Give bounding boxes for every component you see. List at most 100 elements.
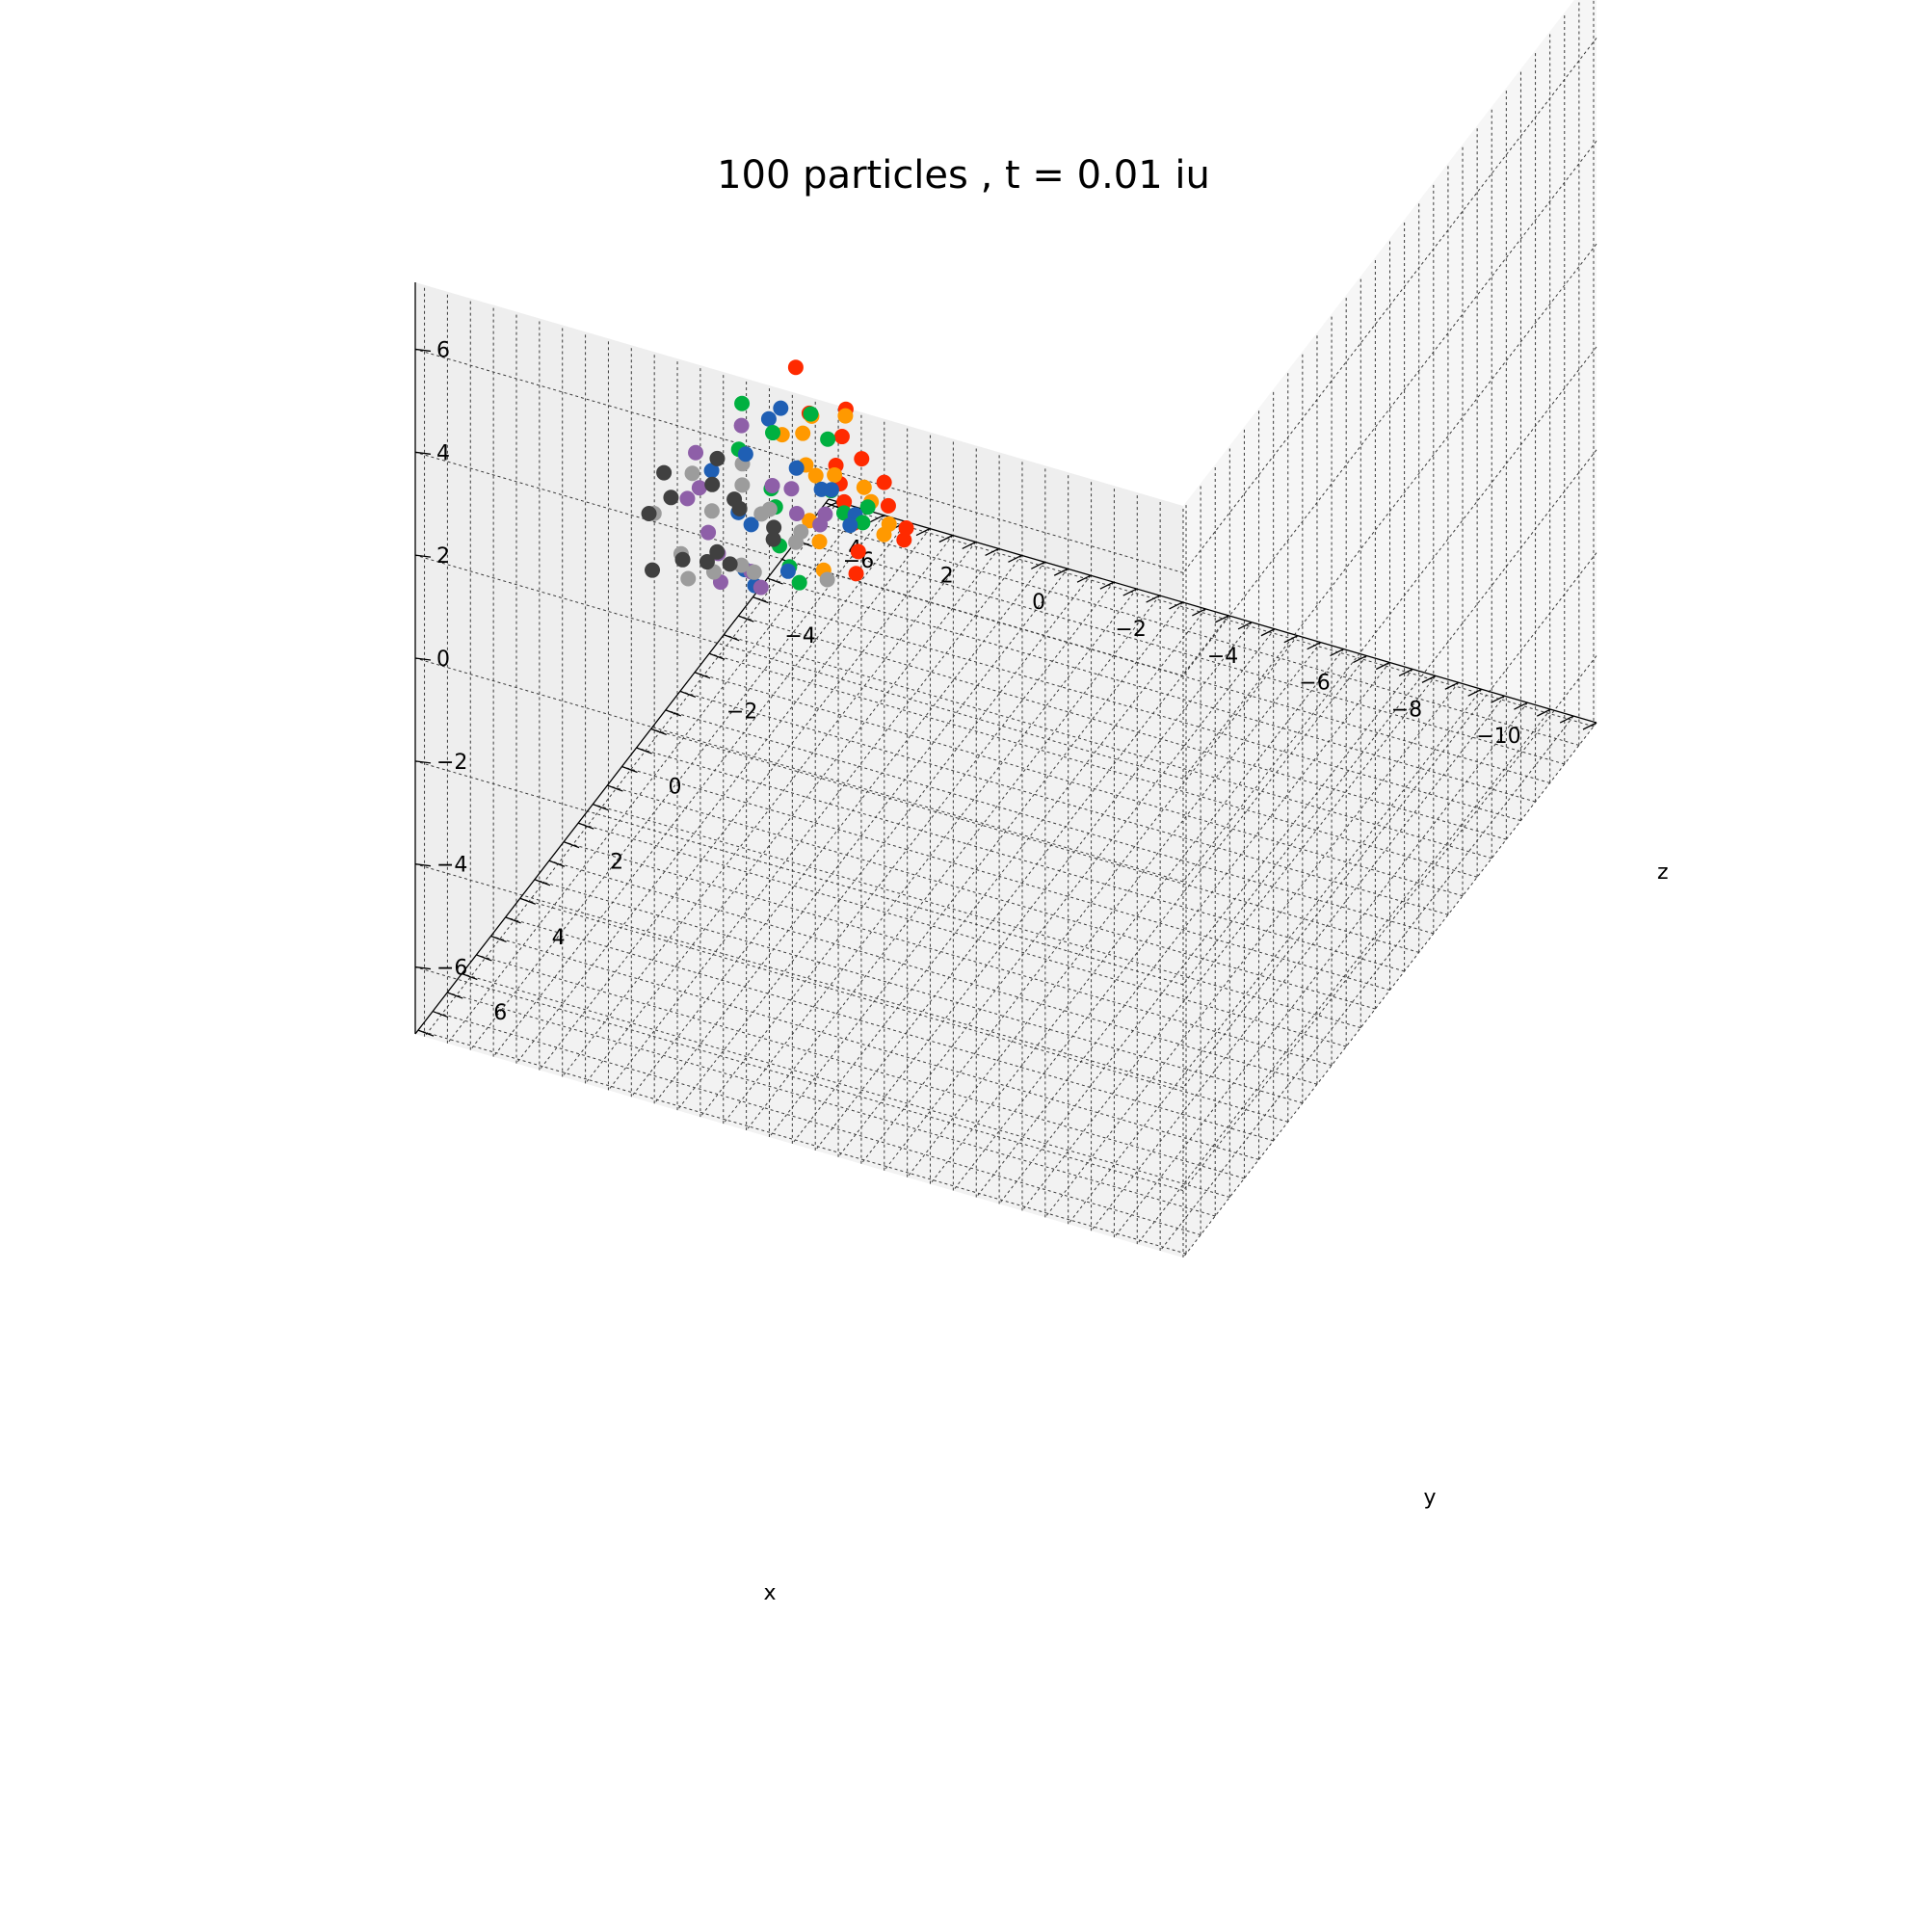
y-tick-mark xyxy=(752,596,769,604)
y-tick-label: 0 xyxy=(669,776,682,800)
x-tick-mark xyxy=(962,541,977,550)
particle-point xyxy=(761,501,778,517)
gridline-floor-x xyxy=(447,508,861,1045)
y-tick-label: 2 xyxy=(610,851,623,875)
particle-point xyxy=(703,463,720,479)
gridline-floor-y xyxy=(534,879,1304,1104)
z-tick-label: 4 xyxy=(436,441,450,465)
x-tick-mark xyxy=(1076,574,1092,583)
x-tick-label: −8 xyxy=(1391,698,1422,722)
x-tick-mark xyxy=(1260,628,1276,637)
particle-point xyxy=(765,531,781,547)
y-tick-mark xyxy=(650,728,667,736)
gridline-back-z xyxy=(414,451,1184,676)
gridline-left-z xyxy=(1182,655,1597,1191)
particle-point xyxy=(842,517,858,534)
particle-point xyxy=(783,481,800,497)
x-tick-label: −4 xyxy=(1207,645,1238,669)
y-tick-mark xyxy=(476,954,492,962)
gridline-floor-x xyxy=(907,642,1322,1178)
gridline-floor-y xyxy=(563,841,1333,1067)
gridline-floor-x xyxy=(1091,695,1505,1231)
particle-point xyxy=(704,476,721,492)
gridline-floor-x xyxy=(539,535,954,1071)
x-tick-mark xyxy=(1192,608,1206,617)
gridline-back-z xyxy=(414,657,1184,883)
z-tick-label: 0 xyxy=(436,648,450,672)
particle-point xyxy=(746,564,762,580)
particle-point xyxy=(674,551,691,568)
particle-point xyxy=(734,395,751,411)
y-tick-mark xyxy=(490,935,507,942)
gridline-left-z xyxy=(1182,140,1597,676)
x-tick-mark xyxy=(1008,554,1022,563)
x-tick-mark xyxy=(1421,675,1437,683)
gridline-floor-x xyxy=(1068,688,1483,1225)
z-tick-mark xyxy=(414,657,432,661)
gridline-floor-y xyxy=(724,634,1492,860)
y-tick-mark xyxy=(563,841,580,849)
y-tick-label: −4 xyxy=(784,624,815,648)
y-tick-label: −2 xyxy=(726,700,757,724)
particle-point xyxy=(859,499,876,516)
particle-point xyxy=(656,464,673,481)
gridline-floor-y xyxy=(752,596,1521,822)
gridline-floor-y xyxy=(447,992,1216,1217)
gridline-floor-y xyxy=(490,935,1259,1160)
gridline-left-z xyxy=(1182,38,1597,573)
particle-point xyxy=(752,579,769,595)
gridline-floor-x xyxy=(700,581,1115,1118)
gridline-floor-y xyxy=(519,897,1288,1123)
gridline-floor-y xyxy=(708,652,1478,878)
gridline-left-z xyxy=(1182,449,1597,986)
gridline-floor-y xyxy=(665,709,1434,935)
x-tick-mark xyxy=(1559,715,1574,724)
gridline-floor-y xyxy=(593,804,1361,1029)
x-tick-mark xyxy=(1582,722,1597,730)
x-axis-line xyxy=(828,498,1597,724)
y-tick-mark xyxy=(417,1029,435,1037)
gridline-floor-y xyxy=(621,766,1390,991)
particle-point xyxy=(779,563,796,579)
particle-point xyxy=(898,519,914,536)
gridline-left-z xyxy=(1182,552,1597,1089)
particle-point xyxy=(766,519,782,536)
chart-title: 100 particles , t = 0.01 iu xyxy=(717,153,1210,198)
particle-point xyxy=(807,467,824,484)
x-tick-mark xyxy=(1536,708,1551,717)
y-tick-mark xyxy=(505,916,521,924)
particle-point xyxy=(850,543,866,560)
x-axis-label: x xyxy=(763,1581,776,1605)
particle-point xyxy=(743,516,759,533)
particle-point xyxy=(811,534,828,550)
particle-point xyxy=(691,480,707,496)
particle-point xyxy=(709,450,726,466)
gridline-back-z xyxy=(414,863,1184,1089)
particle-point xyxy=(700,524,717,541)
z-tick-mark xyxy=(414,863,432,867)
x-tick-mark xyxy=(1031,561,1045,569)
gridline-back-z xyxy=(414,554,1184,780)
particle-point xyxy=(731,500,748,516)
y-tick-mark xyxy=(636,747,652,754)
gridline-left-z xyxy=(1182,346,1597,883)
x-tick-mark xyxy=(1169,601,1183,610)
x-tick-mark xyxy=(1053,568,1069,576)
x-tick-mark xyxy=(1237,622,1253,630)
gridline-floor-x xyxy=(424,501,838,1038)
particle-point xyxy=(896,532,912,548)
particle-point xyxy=(788,505,805,521)
y-tick-mark xyxy=(462,972,478,981)
particle-point xyxy=(709,543,726,560)
y-tick-mark xyxy=(621,765,638,774)
x-tick-mark xyxy=(1099,581,1115,590)
x-tick-mark xyxy=(1307,642,1321,650)
y-tick-mark xyxy=(767,577,783,585)
y-tick-mark xyxy=(534,879,551,887)
particle-point xyxy=(823,482,839,498)
x-tick-mark xyxy=(985,547,999,556)
particle-point xyxy=(848,566,864,582)
x-tick-label: −2 xyxy=(1115,618,1146,642)
gridline-floor-y xyxy=(432,1011,1201,1236)
